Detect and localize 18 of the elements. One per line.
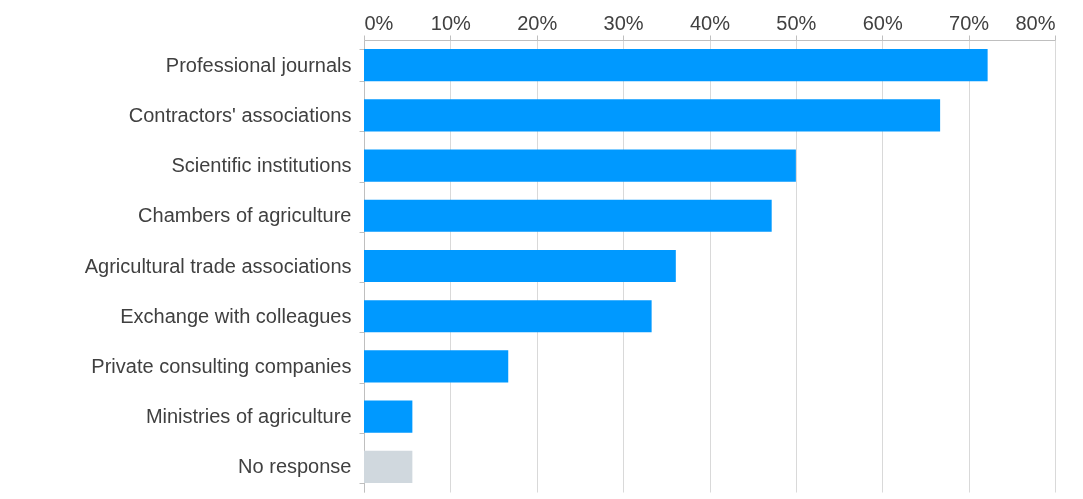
x-tick-label: 30%	[603, 11, 644, 34]
x-tick-label: 50%	[776, 11, 817, 34]
y-tick-label: Ministries of agriculture	[145, 405, 352, 428]
x-tick-label: 10%	[430, 11, 472, 34]
x-tick-label: 70%	[949, 11, 990, 34]
x-tick-label: 40%	[689, 11, 731, 34]
y-tick-label: Exchange with colleagues	[120, 304, 352, 327]
y-tick-label: Agricultural trade associations	[84, 254, 352, 277]
y-tick-label: Private consulting companies	[91, 354, 352, 377]
x-tick-label: 60%	[862, 11, 903, 34]
y-tick-label: Chambers of agriculture	[138, 204, 352, 227]
x-tick-label: 0%	[364, 11, 394, 34]
y-tick-label: Professional journals	[165, 53, 352, 76]
y-tick-label: No response	[238, 455, 352, 478]
x-tick-label: 80%	[1015, 11, 1056, 34]
y-tick-label: Scientific institutions	[171, 154, 352, 177]
x-tick-label: 20%	[517, 11, 558, 34]
y-tick-label: Contractors' associations	[128, 103, 352, 126]
